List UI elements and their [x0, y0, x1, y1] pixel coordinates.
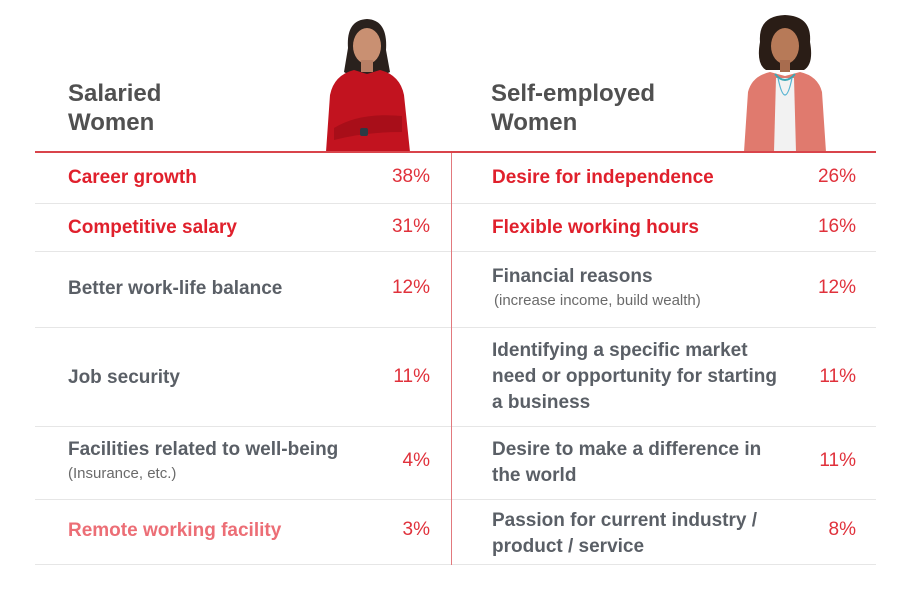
table-row: Desire to make a difference in the world… [452, 427, 876, 500]
row-label: Financial reasons (increase income, buil… [492, 264, 701, 312]
row-percent: 31% [391, 216, 430, 237]
self-employed-table: Desire for independence 26% Flexible wor… [452, 153, 876, 565]
row-label-main: Facilities related to well-being [68, 439, 339, 460]
self-employed-woman-photo [744, 15, 826, 152]
row-percent: 38% [391, 166, 430, 187]
row-label: Passion for current industry / product /… [492, 510, 757, 557]
row-label: Flexible working hours [492, 217, 699, 238]
salaried-table: Career growth 38% Competitive salary 31%… [35, 153, 452, 565]
row-label-main: Financial reasons [492, 266, 653, 287]
row-label: Remote working facility [68, 520, 282, 541]
row-percent: 11% [819, 450, 856, 471]
row-percent: 11% [393, 366, 430, 387]
table-row: Financial reasons (increase income, buil… [452, 252, 876, 328]
table-row: Job security 11% [35, 328, 452, 427]
table-row: Flexible working hours 16% [452, 204, 876, 252]
salaried-title: Salaried Women [68, 79, 161, 137]
row-percent: 12% [817, 277, 856, 298]
table-row: Remote working facility 3% [35, 500, 452, 565]
self-employed-title: Self-employed Women [491, 79, 655, 137]
row-percent: 3% [402, 519, 430, 540]
row-label: Desire to make a difference in the world [492, 439, 762, 486]
title-line-1: Self-employed [491, 80, 656, 107]
row-percent: 12% [391, 277, 430, 298]
row-label: Facilities related to well-being (Insura… [68, 437, 338, 485]
title-line-1: Salaried [68, 80, 162, 107]
title-line-2: Women [491, 109, 578, 136]
row-percent: 26% [817, 166, 856, 187]
row-label: Better work-life balance [68, 278, 283, 299]
row-label: Competitive salary [68, 217, 237, 238]
column-divider [451, 153, 452, 565]
table-row: Competitive salary 31% [35, 204, 452, 252]
row-label: Job security [68, 367, 180, 388]
header-rule [35, 151, 876, 153]
table-row: Better work-life balance 12% [35, 252, 452, 328]
row-percent: 16% [817, 216, 856, 237]
row-label: Career growth [68, 167, 197, 188]
table-row: Facilities related to well-being (Insura… [35, 427, 452, 500]
salaried-woman-photo [326, 19, 410, 152]
row-percent: 4% [402, 450, 430, 471]
row-label-sub: (Insurance, etc.) [68, 465, 177, 482]
table-row: Desire for independence 26% [452, 153, 876, 204]
row-label-sub: (increase income, build wealth) [494, 292, 701, 309]
table-row: Identifying a specific market need or op… [452, 328, 876, 427]
row-percent: 11% [819, 366, 856, 387]
row-label: Desire for independence [492, 167, 714, 188]
row-percent: 8% [828, 519, 856, 540]
title-line-2: Women [68, 109, 155, 136]
row-label: Identifying a specific market need or op… [492, 340, 777, 413]
table-row: Career growth 38% [35, 153, 452, 204]
table-row: Passion for current industry / product /… [452, 500, 876, 565]
